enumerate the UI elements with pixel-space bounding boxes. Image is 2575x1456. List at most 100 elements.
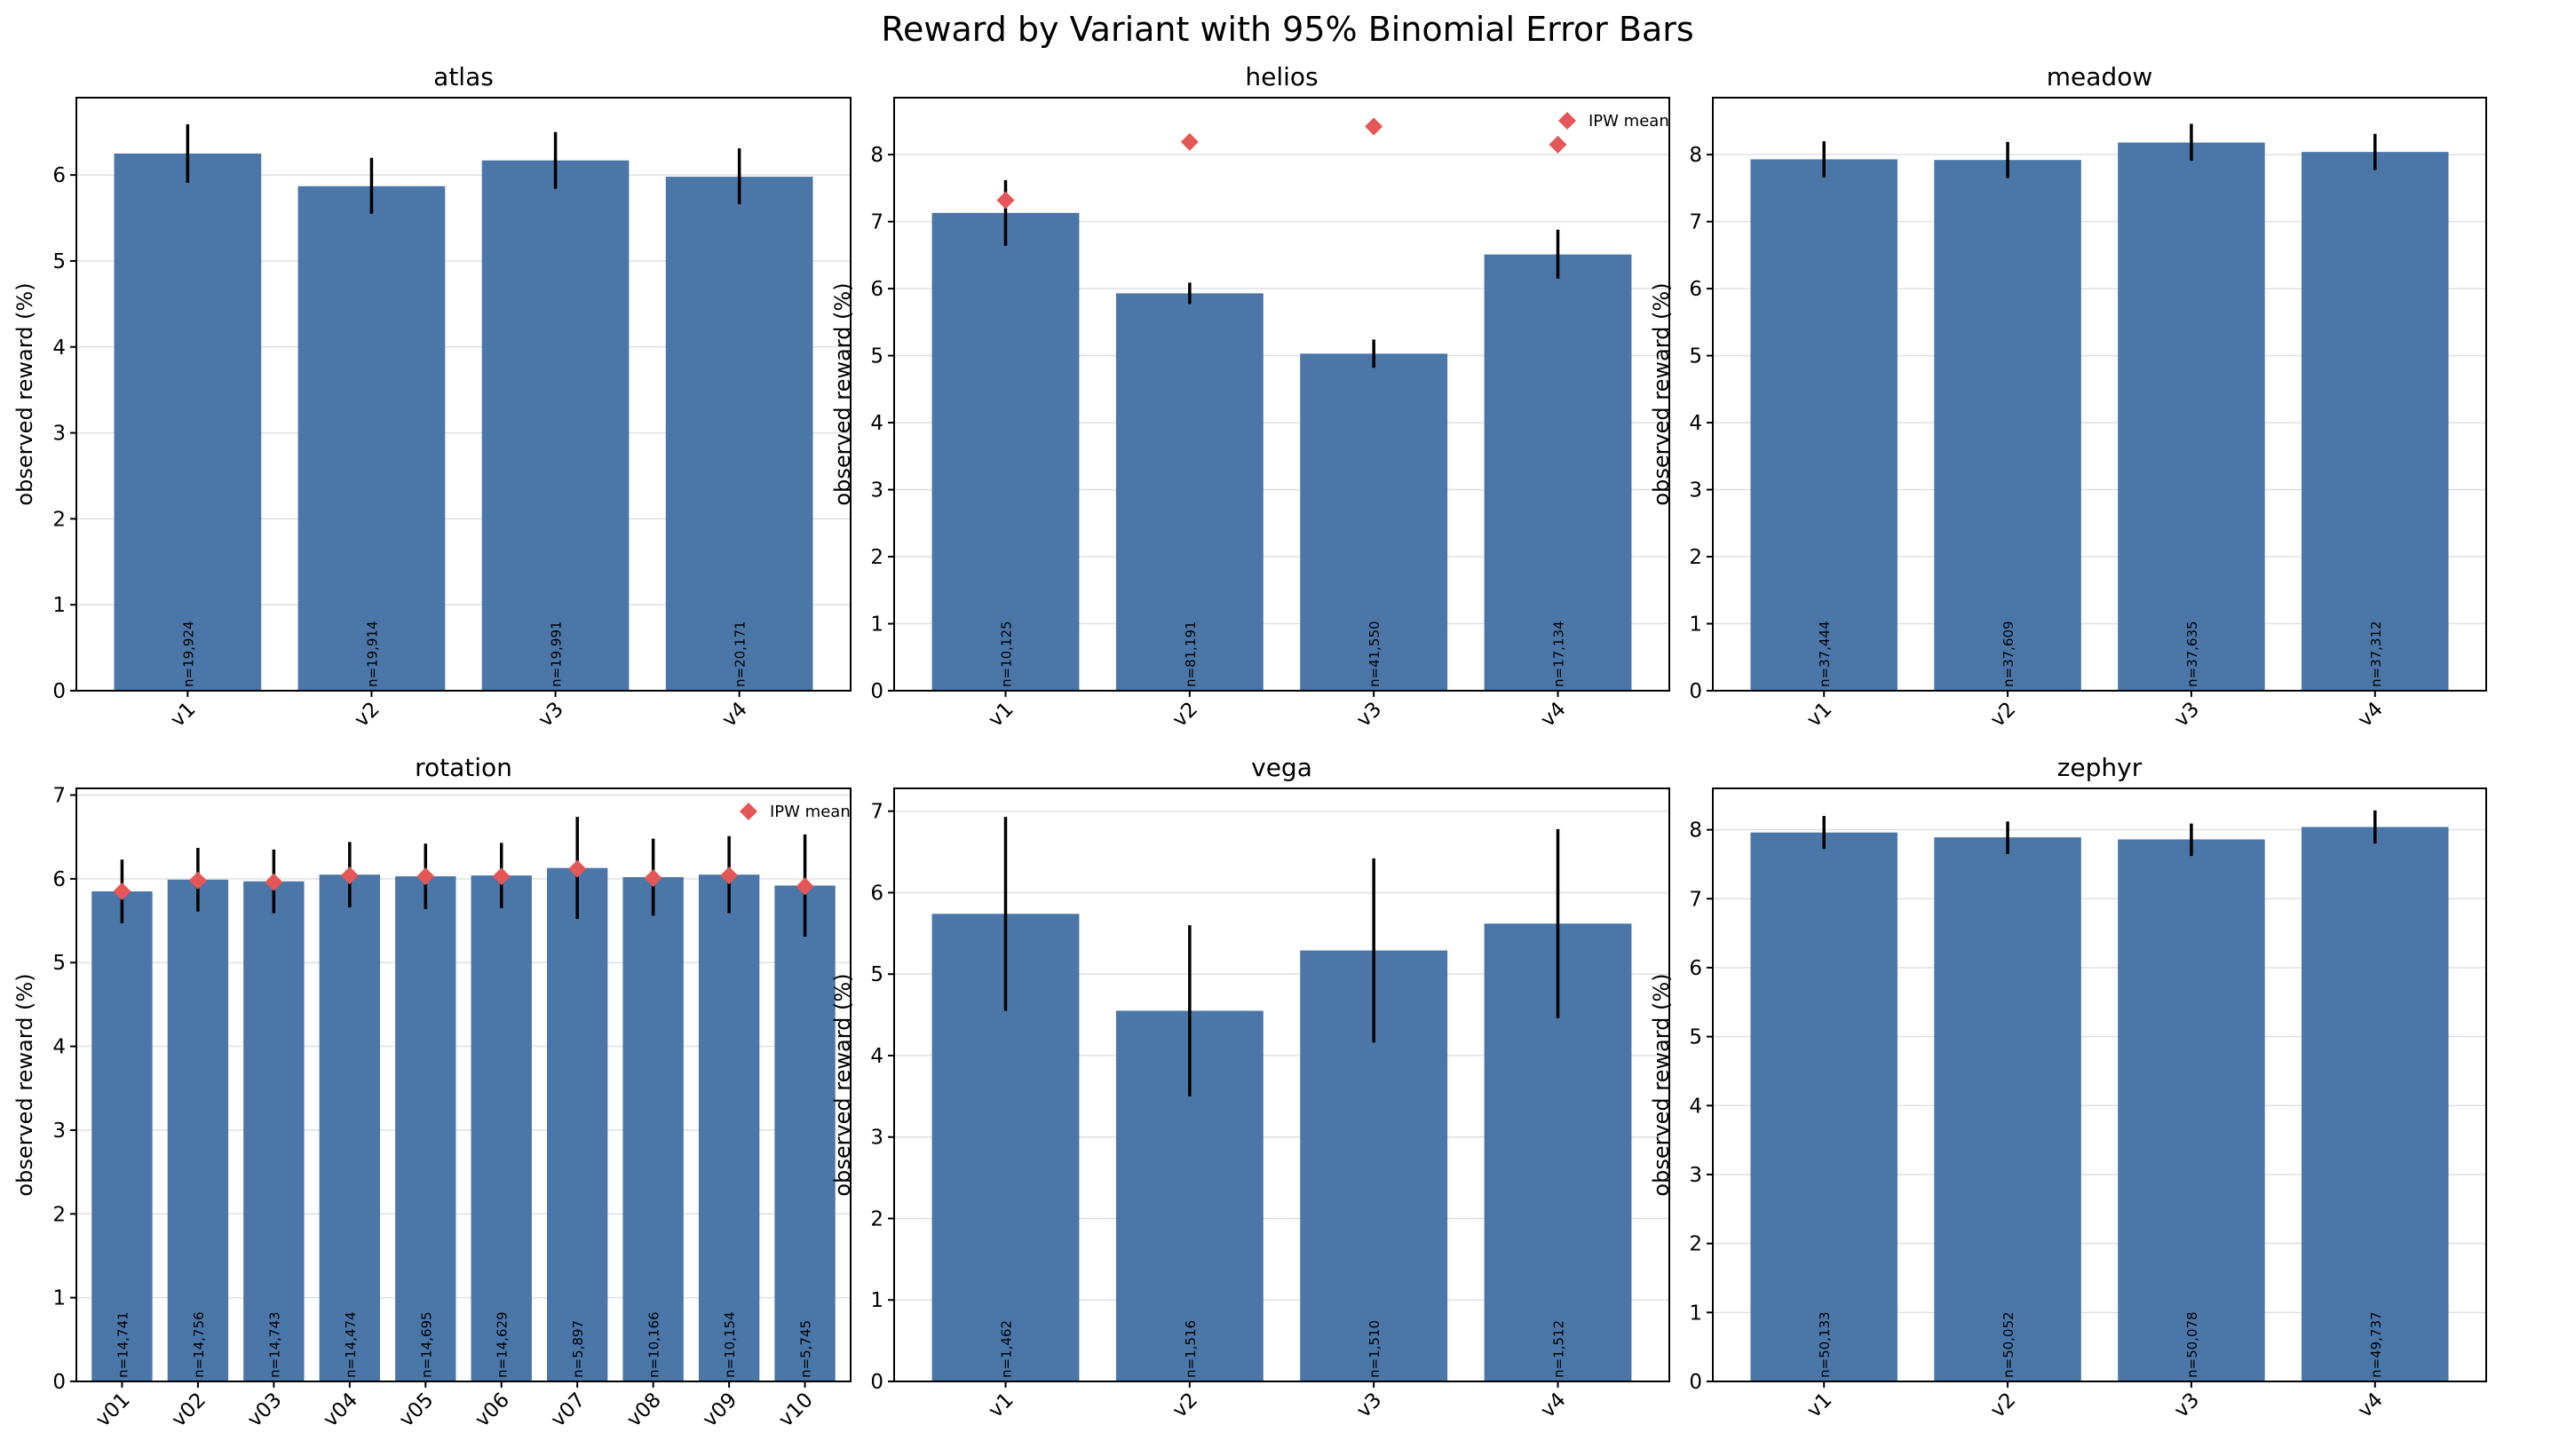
x-tick-label-v10: v10 [774, 1389, 818, 1432]
plot-frame [893, 97, 1670, 692]
plot-frame [75, 787, 852, 1382]
y-tick-label: 5 [870, 963, 883, 986]
plot-frame [1712, 787, 2487, 1382]
legend-label: IPW mean [770, 803, 851, 821]
panel-vega: 0 1 2 3 4 5 6 7 n=1,462 v1 n=1,516 v2 n=1,510 v3 n=1,5… [830, 753, 1670, 1422]
ipw-marker-v04 [340, 866, 359, 885]
y-tick-label: 8 [1689, 819, 1702, 843]
x-tick-label-v3: v3 [2170, 698, 2204, 732]
y-tick-label: 5 [1689, 345, 1702, 368]
y-tick-label: 1 [1689, 613, 1702, 637]
y-axis-label: observed reward (%) [830, 282, 855, 505]
y-tick-label: 3 [870, 1127, 883, 1150]
n-label-v09: n=10,154 [722, 1311, 738, 1378]
n-label-v06: n=14,629 [495, 1311, 511, 1378]
y-tick-label: 0 [870, 1371, 883, 1394]
y-tick-label: 3 [1689, 479, 1702, 502]
bar-v03 [243, 881, 305, 1381]
y-tick-label: 1 [52, 1287, 66, 1310]
y-tick-label: 6 [870, 882, 883, 905]
panel-atlas: 0 1 2 3 4 5 6 n=19,924 v1 n=19,914 v2 n=19,991 v3 n=2… [12, 62, 852, 732]
y-tick-label: 8 [870, 144, 883, 167]
y-tick-label: 4 [1689, 1095, 1702, 1118]
n-label-v4: n=37,312 [2368, 621, 2384, 687]
y-tick-label: 5 [52, 250, 66, 273]
x-tick-label-v02: v02 [167, 1389, 210, 1432]
x-tick-label-v3: v3 [2170, 1389, 2204, 1422]
n-label-v3: n=50,078 [2184, 1311, 2200, 1378]
x-tick-label-v1: v1 [984, 698, 1018, 732]
y-tick-label: 1 [870, 1289, 883, 1312]
bar-v3 [481, 160, 630, 691]
n-label-v3: n=41,550 [1367, 621, 1383, 687]
y-tick-label: 1 [870, 613, 883, 637]
bar-v02 [167, 879, 229, 1381]
panel-title: atlas [433, 62, 494, 91]
y-axis-label: observed reward (%) [12, 282, 37, 505]
y-tick-label: 2 [870, 546, 883, 569]
y-tick-label: 5 [52, 952, 66, 975]
y-tick-label: 7 [1689, 888, 1702, 911]
y-tick-label: 6 [52, 164, 66, 187]
y-tick-label: 4 [1689, 412, 1702, 435]
y-tick-label: 2 [52, 1203, 66, 1226]
y-tick-label: 3 [870, 479, 883, 502]
y-tick-label: 1 [52, 594, 66, 617]
ipw-marker-v4 [1549, 135, 1567, 154]
bar-v1 [1750, 832, 1898, 1381]
x-tick-label-v1: v1 [984, 1389, 1018, 1422]
bar-v04 [319, 874, 380, 1381]
n-label-v02: n=14,756 [191, 1311, 207, 1378]
x-tick-label-v1: v1 [166, 698, 200, 732]
n-label-v2: n=50,052 [2001, 1311, 2016, 1378]
n-label-v01: n=14,741 [115, 1311, 131, 1378]
bar-v06 [471, 875, 532, 1381]
panel-meadow: 0 1 2 3 4 5 6 7 8 n=37,444 v1 n=37,609 v2 n=37,635 v3 n… [1649, 62, 2487, 732]
bar-v2 [1934, 160, 2081, 692]
n-label-v1: n=19,924 [180, 621, 196, 687]
n-label-v08: n=10,166 [646, 1311, 662, 1378]
y-tick-label: 0 [870, 680, 883, 703]
y-tick-label: 5 [870, 345, 883, 368]
plot-frame [1712, 97, 2487, 692]
n-label-v07: n=5,897 [570, 1320, 586, 1378]
ipw-marker-v1 [996, 191, 1015, 210]
n-label-v2: n=81,191 [1183, 621, 1199, 687]
n-label-v1: n=50,133 [1817, 1311, 1833, 1378]
n-label-v3: n=37,635 [2184, 621, 2200, 687]
bar-v4 [665, 177, 813, 692]
legend-label: IPW mean [1589, 112, 1669, 131]
n-label-v3: n=19,991 [549, 621, 565, 687]
y-tick-label: 8 [1689, 144, 1702, 167]
y-tick-label: 2 [1689, 1233, 1702, 1256]
y-tick-label: 1 [1689, 1302, 1702, 1325]
y-tick-label: 7 [870, 801, 883, 824]
panel-title: helios [1245, 62, 1318, 91]
n-label-v10: n=5,745 [798, 1320, 814, 1378]
legend-ipw-marker [740, 803, 757, 820]
bar-v3 [2118, 142, 2265, 691]
n-label-v4: n=1,512 [1551, 1320, 1567, 1378]
x-tick-label-v05: v05 [395, 1389, 439, 1432]
ipw-marker-v06 [492, 867, 511, 886]
n-label-v4: n=49,737 [2368, 1311, 2384, 1378]
y-tick-label: 0 [52, 1371, 66, 1394]
y-tick-label: 4 [52, 1036, 66, 1059]
ipw-marker-v02 [188, 871, 207, 890]
bar-v1 [931, 212, 1080, 691]
n-label-v1: n=37,444 [1817, 621, 1833, 687]
x-tick-label-v2: v2 [1986, 698, 2020, 732]
y-tick-label: 3 [52, 423, 66, 446]
bar-v3 [1300, 353, 1448, 691]
ipw-marker-v10 [796, 877, 814, 896]
bar-v1 [1750, 159, 1898, 692]
n-label-v3: n=1,510 [1367, 1320, 1383, 1378]
y-tick-label: 0 [1689, 1371, 1702, 1394]
n-label-v1: n=10,125 [998, 621, 1014, 687]
bar-v2 [1115, 293, 1264, 691]
n-label-v4: n=17,134 [1551, 621, 1567, 687]
x-tick-label-v09: v09 [699, 1389, 742, 1432]
y-axis-label: observed reward (%) [1649, 282, 1674, 505]
x-tick-label-v4: v4 [2354, 1389, 2388, 1422]
